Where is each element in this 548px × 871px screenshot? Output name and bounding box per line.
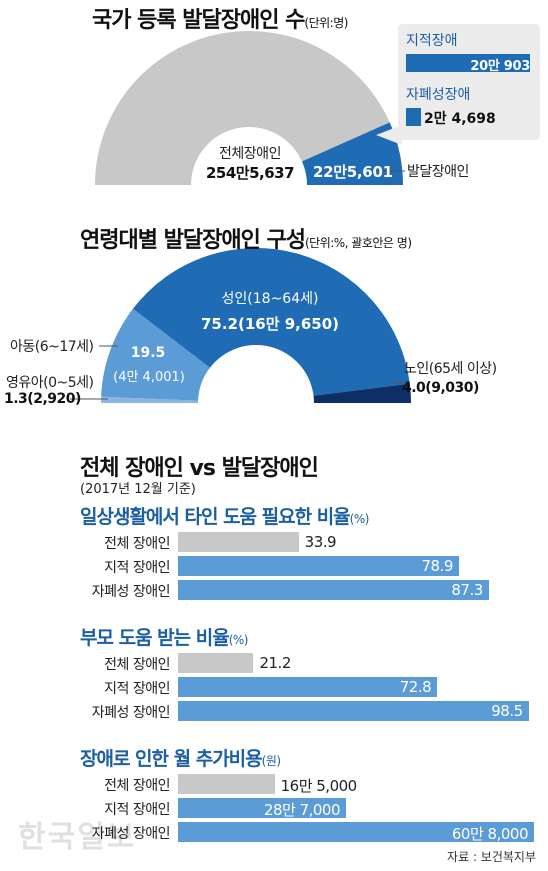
bar-group-title-2: 장애로 인한 월 추가비용(원)	[80, 748, 281, 770]
bar-category-label: 전체 장애인	[104, 536, 170, 552]
bar	[178, 677, 438, 697]
chart3-title: 전체 장애인 vs 발달장애인	[80, 456, 319, 481]
bar	[178, 798, 347, 818]
source-note: 자료 : 보건복지부	[447, 850, 536, 864]
dev-label: 발달장애인	[407, 164, 469, 180]
bar	[178, 653, 254, 673]
bar-value-label: 87.3	[451, 581, 483, 599]
total-disabled-slice	[94, 30, 390, 186]
age-slice-0	[101, 396, 199, 403]
bar	[178, 556, 459, 576]
bar-value-label: 28만 7,000	[263, 801, 341, 819]
elderly-label: 노인(65세 이상)	[404, 361, 497, 377]
bar-value-label: 21.2	[259, 654, 291, 672]
bar-category-label: 자폐성 장애인	[91, 826, 171, 842]
bar	[178, 580, 489, 600]
callout-intellectual-value: 20만 903	[470, 59, 530, 74]
bar-value-label: 16만 5,000	[280, 777, 358, 795]
bar-value-label: 72.8	[399, 678, 432, 696]
watermark: 한국일보	[18, 820, 137, 855]
bar	[178, 774, 275, 794]
bar-value-label: 98.5	[491, 702, 523, 720]
bar	[178, 822, 534, 842]
infant-value: 1.3(2,920)	[4, 391, 81, 407]
bar-category-label: 전체 장애인	[104, 657, 170, 673]
dev-value: 22만5,601	[313, 163, 393, 181]
callout-intellectual-bar	[406, 54, 530, 72]
bar-category-label: 지적 장애인	[104, 560, 170, 576]
callout-autism-value: 2만 4,698	[424, 111, 496, 127]
child-value: 19.5	[130, 345, 166, 361]
age-slice-1	[101, 308, 210, 401]
child-label: 아동(6~17세)	[10, 339, 94, 355]
age-slice-2	[132, 248, 410, 396]
bar	[178, 532, 299, 552]
bar-category-label: 전체 장애인	[104, 778, 170, 794]
bar-group-title-1: 부모 도움 받는 비율(%)	[80, 627, 248, 649]
bar-category-label: 자폐성 장애인	[91, 705, 171, 721]
bar-value-label: 78.9	[421, 557, 453, 575]
callout-autism-label: 자폐성장애	[406, 87, 471, 103]
age-group-donut	[101, 248, 411, 403]
age-slice-3	[313, 383, 411, 403]
callout-box: 지적장애 20만 903 자폐성장애 2만 4,698	[398, 24, 540, 140]
chart2-title: 연령대별 발달장애인 구성(단위:%, 괄호안은 명)	[80, 228, 412, 253]
label-leader-lines	[70, 170, 405, 400]
bar-category-label: 지적 장애인	[104, 802, 170, 818]
elderly-value: 4.0(9,030)	[402, 380, 479, 396]
infant-label: 영유아(0~5세)	[6, 375, 94, 391]
chart3-subtitle: (2017년 12월 기준)	[80, 482, 196, 497]
callout-intellectual-label: 지적장애	[406, 33, 458, 49]
adult-value: 75.2(16만 9,650)	[200, 315, 340, 333]
bar-category-label: 지적 장애인	[104, 681, 170, 697]
bar-group-title-0: 일상생활에서 타인 도움 필요한 비율(%)	[80, 506, 369, 528]
bar-category-label: 자폐성 장애인	[91, 584, 171, 600]
bar	[178, 701, 529, 721]
bar-value-label: 60만 8,000	[451, 825, 529, 843]
chart1-title: 국가 등록 발달장애인 수(단위:명)	[92, 8, 348, 33]
child-count: (4만 4,001)	[113, 370, 185, 385]
total-label: 전체장애인	[219, 146, 281, 162]
callout-pointer	[376, 125, 402, 145]
callout-autism-bar	[406, 108, 422, 126]
bar-value-label: 33.9	[304, 533, 337, 551]
adult-label: 성인(18~64세)	[221, 291, 319, 307]
total-value: 254만5,637	[205, 164, 295, 182]
